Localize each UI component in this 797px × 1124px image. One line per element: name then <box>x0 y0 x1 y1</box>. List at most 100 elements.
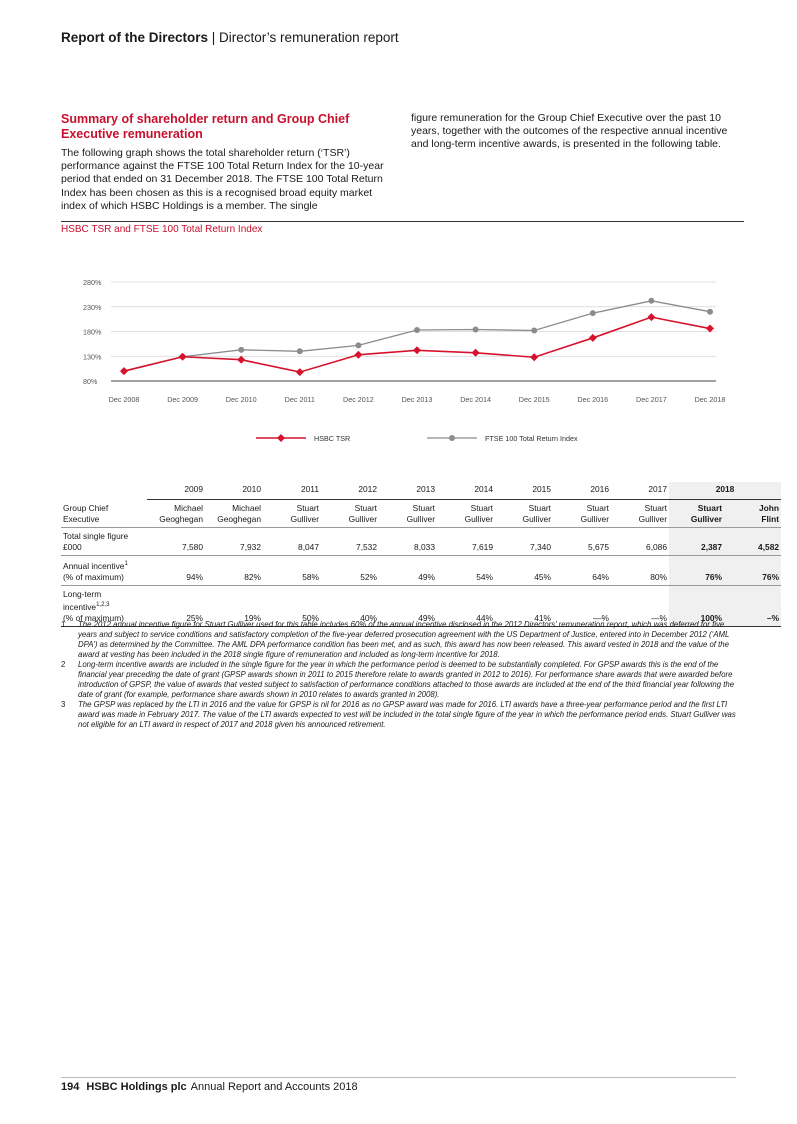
table-cell: 58% <box>263 555 321 586</box>
x-tick-label: Dec 2014 <box>460 395 491 404</box>
table-cell: 52% <box>321 555 379 586</box>
y-axis-ticks: 280% 230% 180% 130% 80% <box>83 278 102 386</box>
row-label: Total single figure £000 <box>61 527 147 556</box>
footer-company: HSBC Holdings plc <box>86 1081 187 1093</box>
data-point <box>707 308 713 315</box>
data-point <box>296 348 303 355</box>
table-cell: 8,033 <box>379 527 437 556</box>
table-cell: 100% <box>669 585 724 627</box>
table-cell: Stuart Gulliver <box>437 499 495 528</box>
table-cell: 40% <box>321 585 379 627</box>
table-cell: 8,047 <box>263 527 321 556</box>
table-cell: Stuart Gulliver <box>263 499 321 528</box>
series-line <box>123 300 711 372</box>
data-point <box>238 346 245 353</box>
y-tick-label: 280% <box>83 278 102 287</box>
table-cell: 19% <box>205 585 263 627</box>
table-cell: 64% <box>553 555 611 586</box>
data-point <box>648 297 655 304</box>
y-tick-label: 230% <box>83 303 102 312</box>
table-cell: 54% <box>437 555 495 586</box>
data-point <box>413 346 421 355</box>
table-cell: 41% <box>495 585 553 627</box>
table-cell: 45% <box>495 555 553 586</box>
table-header-blank <box>61 482 147 500</box>
table-cell: 7,532 <box>321 527 379 556</box>
table-cell: Michael Geoghegan <box>147 499 205 528</box>
table-cell: Stuart Gulliver <box>379 499 437 528</box>
row-label: Annual incentive1 (% of maximum) <box>61 555 147 586</box>
x-tick-label: Dec 2012 <box>343 395 374 404</box>
table-cell: Stuart Gulliver <box>553 499 611 528</box>
y-tick-label: 80% <box>83 377 98 386</box>
data-point <box>647 313 656 322</box>
table-cell: 4,582 <box>724 527 782 556</box>
table-cell: 7,932 <box>205 527 263 556</box>
section-divider <box>61 221 744 222</box>
data-point <box>414 327 420 334</box>
year-header: 2017 <box>611 482 669 500</box>
chart-series <box>120 297 714 377</box>
table-cell: Michael Geoghegan <box>205 499 263 528</box>
footnote: 2 Long-term incentive awards are included… <box>61 660 735 699</box>
data-point <box>472 326 479 333</box>
footer-document: Annual Report and Accounts 2018 <box>190 1081 358 1093</box>
table-cell: John Flint <box>724 499 782 528</box>
table-cell: —% <box>611 585 669 627</box>
data-point <box>354 350 363 359</box>
table-row-annual-incentive: Annual incentive1 (% of maximum) 94% 82% 58… <box>61 555 782 586</box>
table-cell: 2,387 <box>669 527 724 556</box>
year-header: 2015 <box>495 482 553 500</box>
table-cell: Stuart Gulliver <box>321 499 379 528</box>
footnote: 3 The GPSP was replaced by the LTI in 201… <box>61 700 736 729</box>
y-tick-label: 180% <box>83 328 102 337</box>
data-point <box>589 310 596 317</box>
chart-title: HSBC TSR and FTSE 100 Total Return Index <box>61 224 263 235</box>
table-cell: 49% <box>379 555 437 586</box>
table-cell: 49% <box>379 585 437 627</box>
table-cell: –% <box>724 585 782 627</box>
header-separator: | <box>208 30 220 45</box>
legend-label: HSBC TSR <box>314 434 350 443</box>
year-header: 2010 <box>205 482 263 500</box>
table-row-total-single-figure: Total single figure £000 7,580 7,932 8,047 7… <box>61 527 782 556</box>
footnote: 1 The 2012 annual incentive figure for St… <box>61 620 730 659</box>
row-label: Group Chief Executive <box>61 499 147 528</box>
year-header: 2016 <box>553 482 611 500</box>
table-cell: 7,340 <box>495 527 553 556</box>
intro-paragraph-left: The following graph shows the total shar… <box>61 147 384 212</box>
x-tick-label: Dec 2017 <box>636 395 667 404</box>
chart-legend: HSBC TSR FTSE 100 Total Return Index <box>256 434 578 443</box>
data-point <box>355 342 362 349</box>
table-cell: 76% <box>669 555 724 586</box>
year-header: 2014 <box>437 482 495 500</box>
footer-divider <box>61 1077 736 1078</box>
table-cell: 82% <box>205 555 263 586</box>
legend-marker <box>277 434 285 442</box>
x-tick-label: Dec 2008 <box>109 395 140 404</box>
year-header: 2009 <box>147 482 205 500</box>
section-title: Summary of shareholder return and Group … <box>61 112 350 141</box>
data-point <box>237 355 246 364</box>
year-header: 2011 <box>263 482 321 500</box>
table-cell: 5,675 <box>553 527 611 556</box>
header-subsection: Director’s remuneration report <box>219 30 399 45</box>
table-header-row: 2009 2010 2011 2012 2013 2014 2015 2016 … <box>61 482 782 500</box>
table-cell: 25% <box>147 585 205 627</box>
series-line <box>123 316 711 373</box>
table-cell: Stuart Gulliver <box>495 499 553 528</box>
x-axis-ticks: Dec 2008 Dec 2009 Dec 2010 Dec 2011 Dec 2012… <box>109 395 726 404</box>
x-tick-label: Dec 2018 <box>695 395 726 404</box>
footnotes: 1 The 2012 annual incentive figure for St… <box>61 620 744 730</box>
header-section: Report of the Directors <box>61 30 209 45</box>
data-point <box>178 352 187 361</box>
page-header: Report of the Directors | Director’s rem… <box>61 30 399 45</box>
table-cell: 76% <box>724 555 782 586</box>
y-tick-label: 130% <box>83 352 102 361</box>
table-cell: 7,619 <box>437 527 495 556</box>
table-cell: 44% <box>437 585 495 627</box>
intro-paragraph-right: figure remuneration for the Group Chief … <box>411 112 728 151</box>
data-point <box>295 368 304 377</box>
data-point <box>588 333 597 342</box>
remuneration-table: 2009 2010 2011 2012 2013 2014 2015 2016 … <box>61 482 782 627</box>
